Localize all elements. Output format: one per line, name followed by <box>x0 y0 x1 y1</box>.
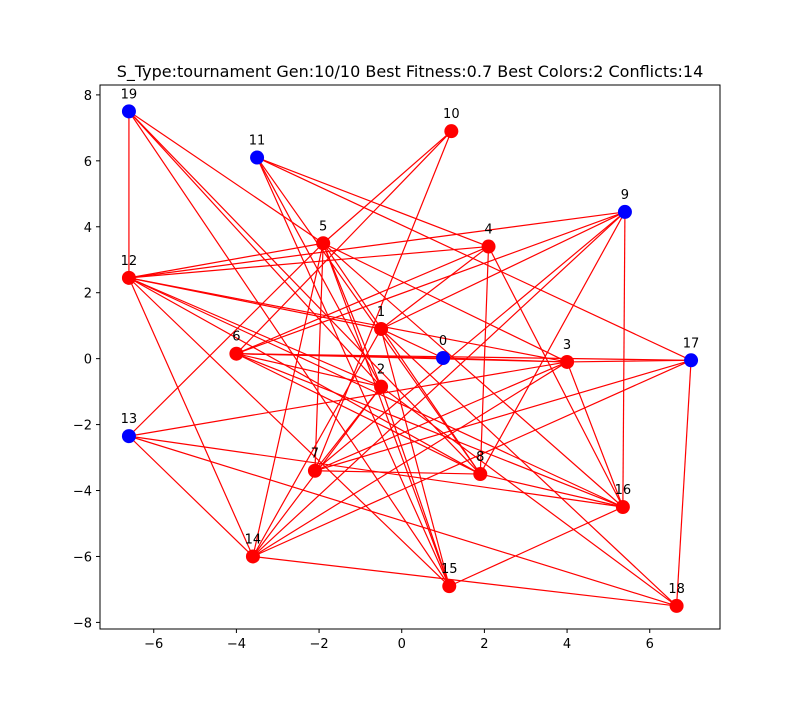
y-tick-label: 0 <box>84 353 92 368</box>
y-tick-label: 8 <box>84 89 92 104</box>
graph-node <box>374 380 388 394</box>
node-label: 6 <box>232 330 240 345</box>
x-tick-label: −4 <box>227 637 246 652</box>
node-label: 14 <box>245 532 262 547</box>
node-label: 9 <box>621 188 629 203</box>
y-tick-label: 6 <box>84 155 92 170</box>
graph-node <box>442 579 456 593</box>
chart-title: S_Type:tournament Gen:10/10 Best Fitness… <box>117 62 704 82</box>
x-tick-label: 0 <box>398 637 406 652</box>
x-tick-label: 2 <box>480 637 488 652</box>
graph-node <box>316 236 330 250</box>
node-label: 1 <box>377 305 385 320</box>
graph-node <box>436 351 450 365</box>
graph-node <box>122 104 136 118</box>
node-label: 16 <box>615 483 632 498</box>
node-label: 18 <box>668 582 685 597</box>
node-label: 7 <box>311 447 319 462</box>
graph-node <box>616 500 630 514</box>
y-tick-label: −8 <box>73 616 92 631</box>
graph-node <box>308 464 322 478</box>
x-tick-label: 6 <box>646 637 654 652</box>
node-label: 15 <box>441 562 458 577</box>
graph-node <box>684 353 698 367</box>
node-label: 8 <box>476 450 484 465</box>
node-label: 12 <box>121 254 138 269</box>
node-label: 17 <box>683 336 700 351</box>
graph-node <box>482 240 496 254</box>
graph-node <box>229 347 243 361</box>
x-tick-label: −6 <box>144 637 163 652</box>
node-label: 13 <box>121 412 138 427</box>
graph-node <box>122 271 136 285</box>
graph-node <box>618 205 632 219</box>
graph-node <box>122 429 136 443</box>
graph-node <box>246 549 260 563</box>
graph-node <box>560 355 574 369</box>
node-label: 10 <box>443 107 460 122</box>
y-tick-label: −4 <box>73 485 92 500</box>
y-tick-label: 4 <box>84 221 92 236</box>
x-tick-label: 4 <box>563 637 571 652</box>
node-label: 11 <box>249 134 266 149</box>
graph-node <box>473 467 487 481</box>
node-label: 5 <box>319 219 327 234</box>
graph-node <box>250 151 264 165</box>
y-tick-label: −6 <box>73 550 92 565</box>
graph-node <box>670 599 684 613</box>
graph-node <box>444 124 458 138</box>
x-tick-label: −2 <box>309 637 328 652</box>
node-label: 4 <box>484 223 492 238</box>
graph-node <box>374 322 388 336</box>
node-label: 2 <box>377 363 385 378</box>
node-label: 0 <box>439 334 447 349</box>
y-tick-label: −2 <box>73 419 92 434</box>
node-label: 3 <box>563 338 571 353</box>
node-label: 19 <box>121 87 138 102</box>
y-tick-label: 2 <box>84 287 92 302</box>
